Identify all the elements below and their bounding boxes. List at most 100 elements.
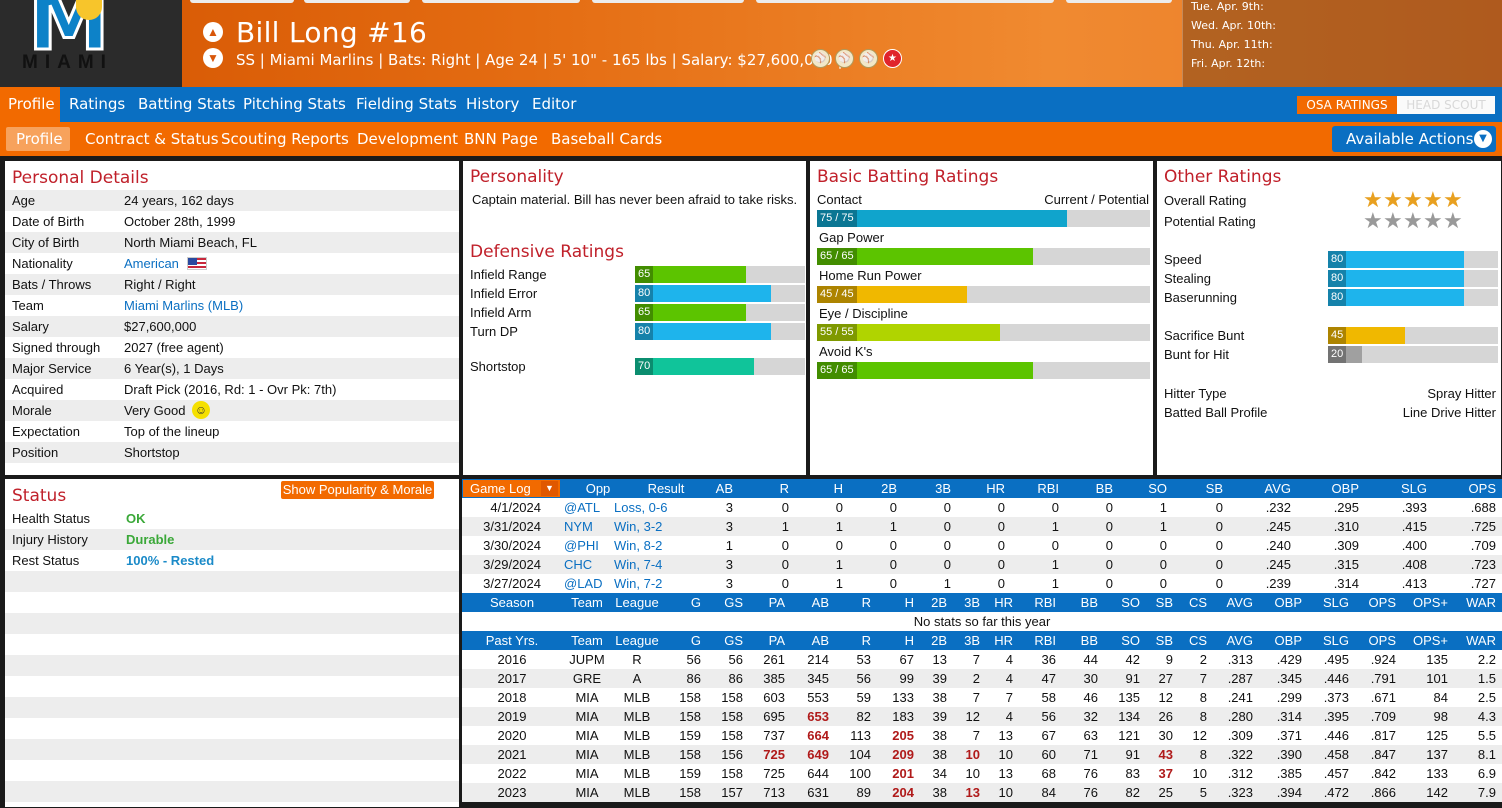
column-header[interactable]: SB: [1155, 633, 1173, 648]
top-tab-5[interactable]: [756, 0, 1054, 3]
result-link[interactable]: Win, 7-4: [614, 557, 663, 572]
column-header[interactable]: League: [615, 633, 659, 648]
column-header[interactable]: R: [861, 595, 871, 610]
column-header[interactable]: H: [833, 481, 843, 496]
detail-value[interactable]: American: [124, 256, 179, 271]
top-tab-2[interactable]: [304, 0, 410, 3]
tab-profile[interactable]: Profile: [8, 95, 55, 113]
column-header[interactable]: WAR: [1466, 633, 1496, 648]
award-ball-icon[interactable]: ⚾: [859, 49, 878, 68]
column-header[interactable]: SLG: [1400, 481, 1427, 496]
column-header[interactable]: 2B: [931, 633, 947, 648]
column-header[interactable]: AB: [811, 595, 829, 610]
column-header[interactable]: AB: [811, 633, 829, 648]
opponent-link[interactable]: @LAD: [564, 576, 603, 591]
column-header[interactable]: RBI: [1034, 633, 1056, 648]
game-log-dropdown[interactable]: Game Log ▼: [463, 480, 560, 497]
head-scout-toggle[interactable]: HEAD SCOUT: [1397, 96, 1495, 114]
osa-ratings-toggle[interactable]: OSA RATINGS: [1297, 96, 1397, 114]
tab-batting-stats[interactable]: Batting Stats: [138, 95, 236, 113]
subtab-baseball-cards[interactable]: Baseball Cards: [551, 130, 663, 148]
column-header[interactable]: GS: [724, 595, 743, 610]
column-header[interactable]: OPS: [1368, 595, 1396, 610]
top-tab-6[interactable]: [1066, 0, 1172, 3]
column-header[interactable]: Opp: [585, 481, 611, 496]
column-header[interactable]: OBP: [1274, 595, 1302, 610]
column-header[interactable]: R: [779, 481, 789, 496]
column-header[interactable]: SB: [1155, 595, 1173, 610]
column-header[interactable]: HR: [994, 633, 1013, 648]
column-header[interactable]: OPS+: [1412, 633, 1448, 648]
column-header[interactable]: OBP: [1331, 481, 1359, 496]
subtab-contract-status[interactable]: Contract & Status: [85, 130, 219, 148]
top-tab-4[interactable]: [592, 0, 744, 3]
column-header[interactable]: R: [861, 633, 871, 648]
subtab-bnn-page[interactable]: BNN Page: [464, 130, 538, 148]
column-header[interactable]: SLG: [1322, 633, 1349, 648]
column-header[interactable]: RBI: [1034, 595, 1056, 610]
column-header[interactable]: Team: [571, 595, 603, 610]
column-header[interactable]: CS: [1188, 595, 1207, 610]
column-header[interactable]: OPS: [1368, 633, 1396, 648]
column-header[interactable]: AB: [715, 481, 733, 496]
available-actions-button[interactable]: Available Actions ▼: [1332, 126, 1496, 152]
column-header[interactable]: RBI: [1037, 481, 1059, 496]
tab-history[interactable]: History: [466, 95, 520, 113]
column-header[interactable]: Team: [571, 633, 603, 648]
column-header[interactable]: AVG: [1226, 633, 1254, 648]
column-header[interactable]: 2B: [931, 595, 947, 610]
column-header[interactable]: SO: [1121, 595, 1140, 610]
award-ball-icon[interactable]: ⚾: [811, 49, 830, 68]
column-header[interactable]: Season: [489, 595, 535, 610]
result-link[interactable]: Win, 7-2: [614, 576, 663, 591]
all-star-icon[interactable]: ★: [883, 49, 902, 68]
column-header[interactable]: 3B: [964, 633, 980, 648]
top-tab-1[interactable]: [190, 0, 294, 3]
column-header[interactable]: 3B: [935, 481, 951, 496]
column-header[interactable]: WAR: [1466, 595, 1496, 610]
column-header[interactable]: BB: [1095, 481, 1113, 496]
award-ball-icon[interactable]: ⚾: [835, 49, 854, 68]
subtab-development[interactable]: Development: [357, 130, 458, 148]
column-header[interactable]: AVG: [1226, 595, 1254, 610]
column-header[interactable]: 2B: [881, 481, 897, 496]
column-header[interactable]: AVG: [1264, 481, 1292, 496]
column-header[interactable]: OPS+: [1412, 595, 1448, 610]
column-header[interactable]: OPS: [1468, 481, 1496, 496]
column-header[interactable]: H: [904, 633, 914, 648]
column-header[interactable]: HR: [986, 481, 1005, 496]
top-tab-3[interactable]: [422, 0, 580, 3]
column-header[interactable]: SO: [1148, 481, 1167, 496]
column-header[interactable]: League: [615, 595, 659, 610]
tab-ratings[interactable]: Ratings: [69, 95, 126, 113]
column-header[interactable]: Past Yrs.: [485, 633, 539, 648]
result-link[interactable]: Win, 8-2: [614, 538, 663, 553]
column-header[interactable]: SO: [1121, 633, 1140, 648]
result-link[interactable]: Win, 3-2: [614, 519, 663, 534]
column-header[interactable]: OBP: [1274, 633, 1302, 648]
opponent-link[interactable]: NYM: [564, 519, 593, 534]
opponent-link[interactable]: @ATL: [564, 500, 601, 515]
next-player-button[interactable]: ▼: [203, 48, 223, 68]
column-header[interactable]: BB: [1080, 633, 1098, 648]
column-header[interactable]: G: [690, 595, 701, 610]
subtab-scouting-reports[interactable]: Scouting Reports: [221, 130, 349, 148]
column-header[interactable]: SLG: [1322, 595, 1349, 610]
previous-player-button[interactable]: ▲: [203, 22, 223, 42]
column-header[interactable]: PA: [768, 633, 785, 648]
column-header[interactable]: SB: [1205, 481, 1223, 496]
column-header[interactable]: BB: [1080, 595, 1098, 610]
column-header[interactable]: HR: [994, 595, 1013, 610]
column-header[interactable]: G: [690, 633, 701, 648]
tab-pitching-stats[interactable]: Pitching Stats: [243, 95, 346, 113]
column-header[interactable]: 3B: [964, 595, 980, 610]
opponent-link[interactable]: @PHI: [564, 538, 599, 553]
result-link[interactable]: Loss, 0-6: [614, 500, 668, 515]
column-header[interactable]: PA: [768, 595, 785, 610]
column-header[interactable]: H: [904, 595, 914, 610]
detail-value[interactable]: Miami Marlins (MLB): [124, 298, 244, 313]
column-header[interactable]: CS: [1188, 633, 1207, 648]
subtab-profile[interactable]: Profile: [16, 130, 63, 148]
tab-fielding-stats[interactable]: Fielding Stats: [356, 95, 457, 113]
tab-editor[interactable]: Editor: [532, 95, 577, 113]
